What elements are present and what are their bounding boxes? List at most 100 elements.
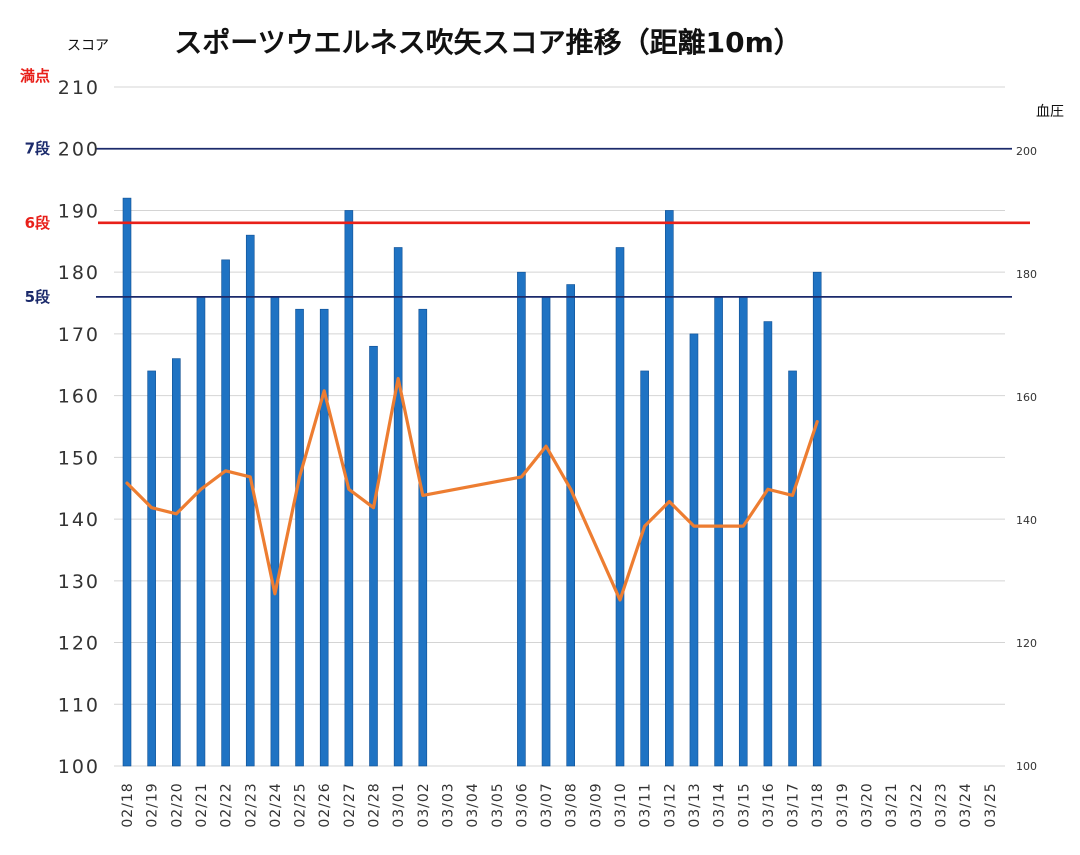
line-point: [323, 389, 326, 393]
line-point: [643, 524, 646, 528]
y-tick-label: 130: [58, 571, 100, 593]
y-tick-label: 110: [58, 694, 100, 716]
x-tick-label: 02/19: [145, 782, 161, 827]
y-tick-label: 140: [58, 509, 100, 531]
x-tick-label: 03/22: [909, 782, 925, 827]
bar: [221, 259, 230, 767]
bar: [393, 247, 403, 767]
x-tick-label: 03/18: [810, 782, 826, 827]
line-point: [766, 488, 770, 491]
x-tick-label: 03/03: [440, 782, 456, 827]
y2-tick-label: 120: [1016, 637, 1037, 650]
y2-tick-label: 180: [1016, 268, 1037, 281]
x-tick-label: 03/20: [860, 782, 876, 827]
x-tick-label: 03/02: [416, 782, 432, 827]
bar: [566, 284, 576, 767]
x-tick-label: 02/21: [194, 782, 210, 827]
blood-pressure-line: [125, 376, 819, 602]
x-axis: 02/18 02/19 02/20 02/21 02/22 02/23 02/24 02/25…: [120, 782, 999, 827]
x-tick-label: 03/14: [712, 782, 728, 827]
line-point: [396, 377, 400, 380]
reference-lines: 満点 7段 6段 5段: [20, 67, 1030, 306]
bar-series: [122, 197, 822, 767]
chart-title: スポーツウエルネス吹矢スコア推移（距離10m）: [174, 26, 802, 59]
x-tick-label: 02/26: [317, 782, 333, 827]
gridlines: [114, 86, 1005, 767]
bar: [369, 345, 378, 767]
x-tick-label: 03/16: [761, 782, 777, 827]
line-point: [298, 475, 301, 479]
x-tick-label: 03/01: [391, 782, 407, 827]
x-tick-label: 02/24: [268, 782, 284, 827]
x-tick-label: 02/20: [169, 782, 185, 827]
line-point: [816, 420, 819, 423]
line-point: [199, 488, 203, 491]
line-point: [175, 512, 178, 516]
y-tick-label: 190: [58, 200, 100, 222]
y-tick-label: 200: [58, 139, 100, 161]
x-tick-label: 03/06: [514, 782, 530, 827]
bar: [147, 370, 156, 767]
y-tick-label: 180: [58, 262, 100, 284]
right-y-axis: 100 120 140 160 180 200: [1016, 145, 1037, 773]
x-tick-label: 03/07: [539, 782, 555, 827]
line-point: [125, 481, 129, 485]
x-tick-label: 03/25: [983, 782, 999, 827]
bar: [738, 296, 748, 767]
line-point: [717, 524, 720, 528]
x-tick-label: 03/10: [613, 782, 629, 827]
y-tick-label: 120: [58, 633, 100, 655]
line-point: [692, 524, 696, 528]
bar: [640, 370, 649, 767]
reference-label: 7段: [25, 140, 50, 158]
y-tick-label: 210: [58, 77, 100, 99]
x-tick-label: 03/05: [490, 782, 506, 827]
bar: [172, 358, 181, 767]
x-tick-label: 03/17: [786, 782, 802, 827]
reference-label: 満点: [20, 67, 50, 85]
x-tick-label: 02/18: [120, 782, 136, 827]
line-point: [372, 506, 375, 509]
x-tick-label: 03/23: [933, 782, 949, 827]
bar: [763, 321, 773, 767]
y2-tick-label: 200: [1016, 145, 1037, 158]
y-tick-label: 150: [58, 447, 100, 469]
bar: [270, 296, 280, 767]
y-tick-label: 100: [58, 756, 100, 778]
line-point: [421, 494, 424, 497]
x-tick-label: 03/15: [736, 782, 752, 827]
line-point: [273, 592, 277, 595]
bar: [664, 210, 674, 767]
y-tick-label: 160: [58, 386, 100, 408]
x-tick-label: 02/22: [219, 782, 235, 827]
left-y-axis: 100 110 120 130 140 150 160 170 180 190 200 210: [58, 77, 100, 778]
bar: [295, 308, 304, 767]
x-tick-label: 03/13: [687, 782, 703, 827]
bar: [245, 234, 255, 767]
left-axis-title: スコア: [67, 38, 109, 54]
line-point: [249, 475, 252, 479]
line-series: [125, 376, 819, 602]
x-tick-label: 03/19: [835, 782, 851, 827]
y-tick-label: 170: [58, 324, 100, 346]
bar: [714, 296, 723, 767]
bar: [812, 271, 822, 767]
x-tick-label: 02/27: [342, 782, 358, 827]
line-point: [347, 488, 351, 491]
bar: [196, 296, 206, 767]
line-point: [224, 469, 227, 472]
bar: [541, 296, 551, 767]
line-point: [791, 494, 794, 497]
x-tick-label: 03/09: [588, 782, 604, 827]
x-tick-label: 03/24: [958, 782, 974, 827]
bar: [517, 271, 526, 767]
right-axis-title: 血圧: [1036, 104, 1064, 120]
bar: [319, 308, 329, 767]
line-point: [520, 475, 523, 479]
x-tick-label: 03/11: [638, 782, 654, 827]
y2-tick-label: 160: [1016, 391, 1037, 404]
x-tick-label: 02/28: [367, 782, 383, 827]
reference-label: 5段: [25, 288, 50, 306]
reference-label: 6段: [25, 214, 50, 232]
